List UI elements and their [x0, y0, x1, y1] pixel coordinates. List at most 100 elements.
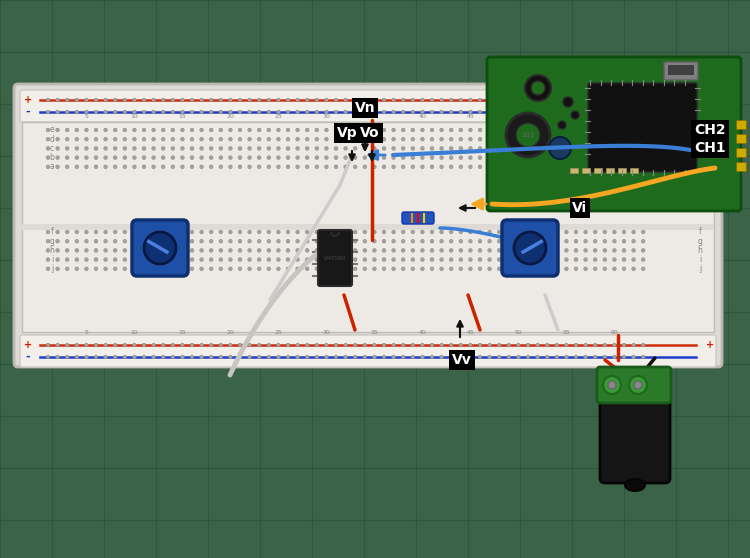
Circle shape: [248, 165, 251, 169]
Circle shape: [488, 128, 491, 132]
Circle shape: [85, 355, 88, 359]
Circle shape: [325, 98, 328, 102]
Circle shape: [440, 128, 443, 132]
Circle shape: [632, 147, 635, 150]
Circle shape: [142, 165, 146, 169]
Circle shape: [142, 267, 146, 271]
Circle shape: [593, 249, 597, 252]
Circle shape: [152, 239, 155, 243]
Circle shape: [315, 267, 319, 271]
Circle shape: [104, 239, 107, 243]
Circle shape: [469, 128, 472, 132]
Circle shape: [85, 110, 88, 114]
Circle shape: [469, 156, 472, 160]
Circle shape: [497, 267, 501, 271]
Circle shape: [507, 230, 511, 234]
Circle shape: [641, 147, 645, 150]
Text: Vp: Vp: [337, 126, 357, 140]
Circle shape: [622, 258, 626, 261]
Circle shape: [200, 165, 203, 169]
Circle shape: [497, 239, 501, 243]
Circle shape: [344, 249, 347, 252]
Circle shape: [411, 147, 415, 150]
Circle shape: [219, 98, 223, 102]
Circle shape: [104, 110, 107, 114]
Circle shape: [382, 165, 386, 169]
Circle shape: [574, 343, 578, 347]
Circle shape: [401, 239, 405, 243]
Circle shape: [593, 343, 597, 347]
Circle shape: [536, 147, 539, 150]
Circle shape: [257, 355, 261, 359]
Circle shape: [622, 267, 626, 271]
Text: j: j: [699, 264, 701, 273]
Circle shape: [85, 147, 88, 150]
Circle shape: [555, 156, 559, 160]
Circle shape: [305, 98, 309, 102]
Circle shape: [574, 355, 578, 359]
Circle shape: [401, 355, 405, 359]
Circle shape: [574, 128, 578, 132]
Circle shape: [161, 239, 165, 243]
Bar: [594, 168, 602, 173]
Circle shape: [181, 355, 184, 359]
FancyBboxPatch shape: [664, 62, 698, 80]
Circle shape: [238, 267, 242, 271]
Circle shape: [401, 98, 405, 102]
Circle shape: [440, 165, 443, 169]
Circle shape: [536, 230, 539, 234]
Text: h: h: [50, 246, 55, 255]
Circle shape: [411, 239, 415, 243]
Circle shape: [373, 147, 376, 150]
Circle shape: [545, 343, 549, 347]
Circle shape: [469, 355, 472, 359]
Circle shape: [277, 343, 280, 347]
Circle shape: [353, 267, 357, 271]
Text: +: +: [706, 340, 714, 350]
Circle shape: [85, 249, 88, 252]
Circle shape: [421, 355, 424, 359]
Circle shape: [497, 156, 501, 160]
Circle shape: [142, 110, 146, 114]
Circle shape: [536, 110, 539, 114]
Circle shape: [363, 239, 367, 243]
Circle shape: [315, 110, 319, 114]
Text: b: b: [698, 153, 703, 162]
Circle shape: [133, 137, 136, 141]
Circle shape: [161, 147, 165, 150]
Circle shape: [286, 156, 290, 160]
Circle shape: [325, 267, 328, 271]
Circle shape: [536, 128, 539, 132]
Circle shape: [229, 165, 232, 169]
Circle shape: [325, 165, 328, 169]
Circle shape: [325, 239, 328, 243]
Circle shape: [411, 110, 415, 114]
Circle shape: [526, 110, 530, 114]
Circle shape: [334, 343, 338, 347]
Circle shape: [190, 128, 194, 132]
Circle shape: [401, 137, 405, 141]
Circle shape: [478, 230, 482, 234]
Circle shape: [363, 343, 367, 347]
Circle shape: [315, 258, 319, 261]
Circle shape: [85, 230, 88, 234]
Circle shape: [171, 230, 175, 234]
Text: Vi: Vi: [572, 201, 587, 215]
Circle shape: [181, 230, 184, 234]
Circle shape: [629, 376, 647, 394]
Circle shape: [382, 258, 386, 261]
Circle shape: [373, 165, 376, 169]
Circle shape: [315, 165, 319, 169]
Bar: [736, 162, 746, 171]
Circle shape: [123, 165, 127, 169]
Bar: [736, 134, 746, 143]
Circle shape: [85, 258, 88, 261]
Circle shape: [613, 98, 616, 102]
Circle shape: [603, 355, 607, 359]
Text: a: a: [50, 162, 54, 171]
Circle shape: [94, 98, 98, 102]
Circle shape: [593, 230, 597, 234]
Circle shape: [152, 165, 155, 169]
Circle shape: [488, 258, 491, 261]
Circle shape: [94, 239, 98, 243]
